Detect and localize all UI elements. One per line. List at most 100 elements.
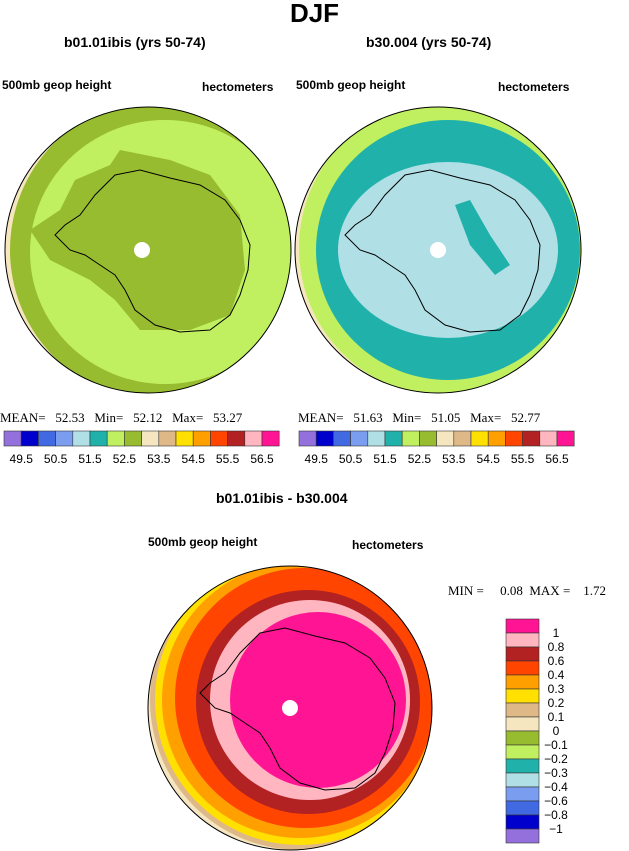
colorbar-swatch [505,674,540,690]
colorbar-swatch [141,430,160,447]
colorbar-swatch [124,430,142,447]
panel2-stats: MEAN= 51.63 Min= 51.05 Max= 52.77 [298,410,540,426]
colorbar-label: −1 [549,822,563,836]
colorbar-swatch [539,430,558,447]
colorbar-swatch [55,430,74,447]
colorbar-label: −0.8 [544,808,568,822]
colorbar-swatch [505,786,540,802]
colorbar-label: 49.5 [10,452,34,466]
colorbar-swatch [505,800,540,816]
max-value: 53.27 [213,410,243,425]
panel3-colorbar: 10.80.60.40.30.20.10−0.1−0.2−0.3−0.4−0.6… [505,618,568,844]
colorbar-swatch [505,660,540,676]
colorbar-swatch [505,702,540,718]
colorbar-swatch [436,430,455,447]
colorbar-swatch [505,730,540,746]
colorbar-swatch [384,430,403,447]
colorbar-label: 49.5 [305,452,329,466]
colorbar-swatch [244,430,263,447]
colorbar-swatch [38,430,56,447]
colorbar-swatch [522,430,541,447]
colorbar-swatch [505,632,540,648]
mean-label: MEAN= [0,410,46,425]
max-value: 1.72 [583,583,607,598]
colorbar-label: 54.5 [182,452,206,466]
colorbar-label: 56.5 [250,452,274,466]
panel3-title: b01.01ibis - b30.004 [216,490,348,506]
colorbar-label: 50.5 [44,452,68,466]
colorbar-swatch [175,430,194,447]
colorbar-swatch [367,430,386,447]
colorbar-label: 51.5 [373,452,397,466]
colorbar-swatch [505,646,540,662]
colorbar-swatch [419,430,437,447]
colorbar-label: 52.5 [113,452,137,466]
colorbar-swatch [487,430,506,447]
colorbar-label: 54.5 [477,452,501,466]
colorbar-swatch [505,618,540,634]
panel3-map [148,566,432,850]
panel2-map [295,107,581,393]
min-value: 0.08 [500,583,523,598]
panel2-title: b30.004 (yrs 50-74) [366,34,492,50]
mean-value: 51.63 [353,410,383,425]
panel1-stats: MEAN= 52.53 Min= 52.12 Max= 53.27 [0,410,242,426]
panel3-left-label: 500mb geop height [148,535,258,549]
colorbar-label: −0.6 [544,794,568,808]
colorbar-label: 55.5 [216,452,240,466]
colorbar-swatch [505,758,540,774]
colorbar-label: −0.2 [544,752,568,766]
colorbar-label: 52.5 [408,452,432,466]
colorbar-label: 0.2 [548,696,565,710]
panel1-colorbar: 49.5 50.5 51.5 52.5 53.5 54.5 55.5 56.5 [3,430,280,466]
colorbar-label: 0.4 [548,668,565,682]
panel1-right-label: hectometers [202,80,274,94]
colorbar-swatch [227,430,246,447]
panel2-left-label: 500mb geop height [296,78,406,92]
colorbar-swatch [298,430,317,447]
panel2-right-label: hectometers [498,80,570,94]
colorbar-label: 0.6 [548,654,565,668]
colorbar-swatch [72,430,91,447]
colorbar-swatch [401,430,420,447]
colorbar-label: 0.3 [548,682,565,696]
panel2-colorbar: 49.5 50.5 51.5 52.5 53.5 54.5 55.5 56.5 [298,430,575,466]
mean-value: 52.53 [55,410,85,425]
min-label: Min= [94,410,124,425]
colorbar-label: 55.5 [511,452,535,466]
panel3-right-label: hectometers [352,538,424,552]
colorbar-swatch [261,430,280,447]
colorbar-label: 0.8 [548,640,565,654]
min-value: 52.12 [133,410,163,425]
colorbar-label: 53.5 [442,452,466,466]
colorbar-swatch [315,430,334,447]
colorbar-swatch [505,828,540,844]
colorbar-swatch [505,716,540,732]
colorbar-swatch [3,430,22,447]
colorbar-label: 56.5 [545,452,569,466]
colorbar-label: 51.5 [78,452,102,466]
min-label: Min= [392,410,422,425]
colorbar-label: −0.3 [544,766,568,780]
colorbar-label: 53.5 [147,452,171,466]
colorbar-label: 50.5 [339,452,363,466]
max-label: MAX = [529,583,571,598]
max-label: Max= [172,410,204,425]
colorbar-swatch [350,430,369,447]
colorbar-swatch [556,430,575,447]
figure-title: DJF [289,0,340,28]
colorbar-swatch [505,814,540,830]
colorbar-swatch [158,430,177,447]
colorbar-swatch [333,430,351,447]
colorbar-swatch [453,430,472,447]
colorbar-label: 0.1 [548,710,565,724]
colorbar-swatch [505,430,523,447]
colorbar-swatch [89,430,108,447]
panel3-stats: MIN = 0.08 MAX = 1.72 [448,583,606,599]
colorbar-label: −0.1 [544,738,568,752]
panel1-map [5,107,291,393]
colorbar-swatch [505,772,540,788]
panel1-title: b01.01ibis (yrs 50-74) [64,34,206,50]
